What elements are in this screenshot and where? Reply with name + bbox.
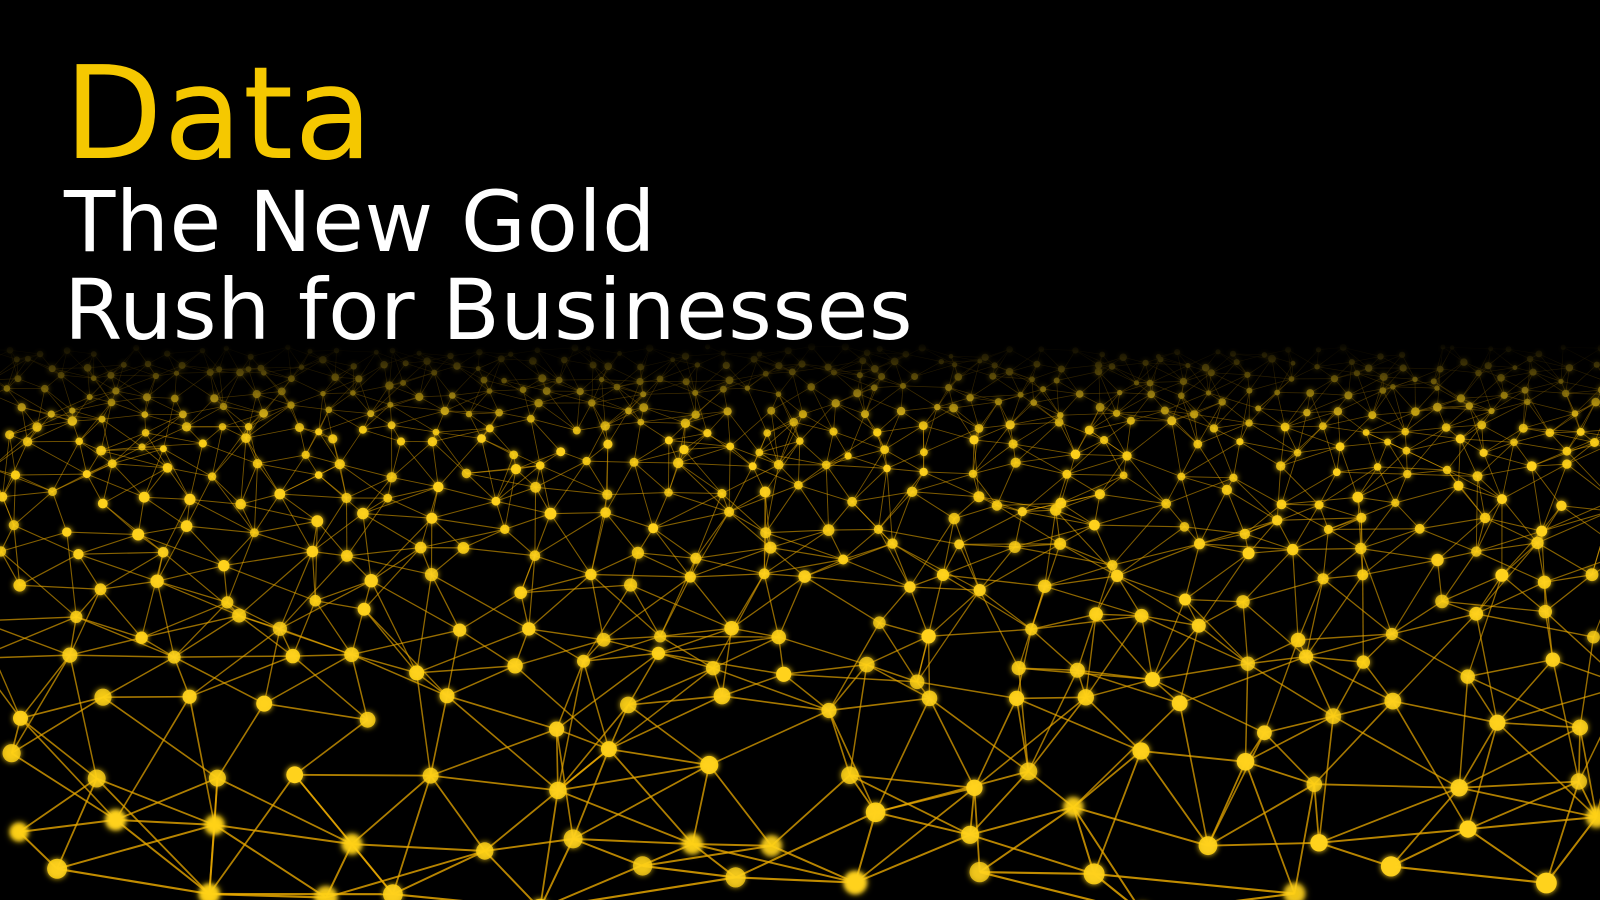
- subtitle-line-2: Rush for Businesses: [64, 261, 914, 359]
- title-data: Data: [64, 40, 374, 189]
- headline: Data The New Gold Rush for Businesses: [64, 40, 914, 359]
- subtitle-line-1: The New Gold: [64, 173, 656, 271]
